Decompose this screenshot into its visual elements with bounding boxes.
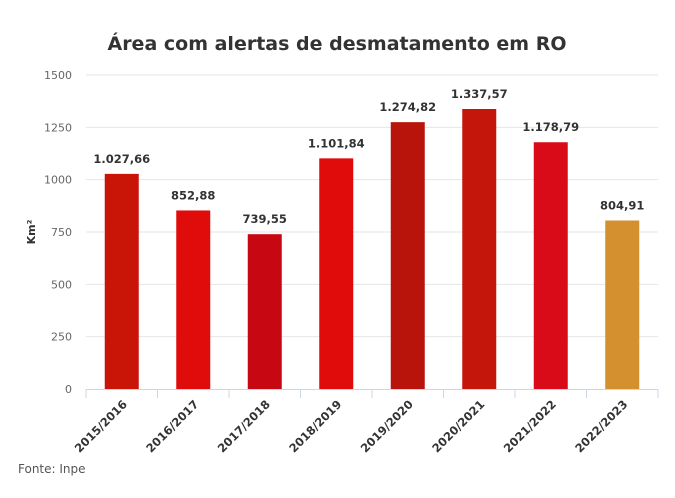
x-tick-label: 2019/2020 [358,397,416,455]
x-tick-label: 2020/2021 [429,397,487,455]
y-axis-label: Km² [25,219,38,244]
bar[interactable] [533,142,568,389]
data-label: 1.027,66 [93,152,150,166]
x-tick-label: 2018/2019 [286,397,344,455]
x-tick-label: 2015/2016 [72,397,130,455]
data-label: 852,88 [171,188,215,202]
y-tick-label: 0 [65,383,72,396]
y-tick-label: 500 [51,278,72,291]
source-note: Fonte: Inpe [18,462,86,476]
x-tick-label: 2022/2023 [572,397,630,455]
bar[interactable] [605,220,640,389]
y-tick-label: 1250 [44,121,72,134]
data-label: 1.178,79 [522,120,579,134]
x-tick-label: 2016/2017 [143,397,201,455]
chart-title: Área com alertas de desmatamento em RO [107,32,566,55]
bar[interactable] [104,173,139,389]
data-label: 1.274,82 [379,100,436,114]
data-label: 804,91 [600,199,644,213]
data-label: 1.101,84 [308,136,365,150]
bar[interactable] [390,122,425,389]
bar[interactable] [247,234,282,389]
x-tick-label: 2021/2022 [501,397,559,455]
data-label: 739,55 [243,212,287,226]
bar[interactable] [319,158,354,389]
y-tick-label: 1000 [44,174,72,187]
bar[interactable] [176,210,211,389]
y-tick-label: 1500 [44,69,72,82]
y-tick-label: 750 [51,226,72,239]
y-tick-label: 250 [51,331,72,344]
x-tick-label: 2017/2018 [215,397,273,455]
bar[interactable] [462,109,497,389]
data-label: 1.337,57 [451,87,508,101]
